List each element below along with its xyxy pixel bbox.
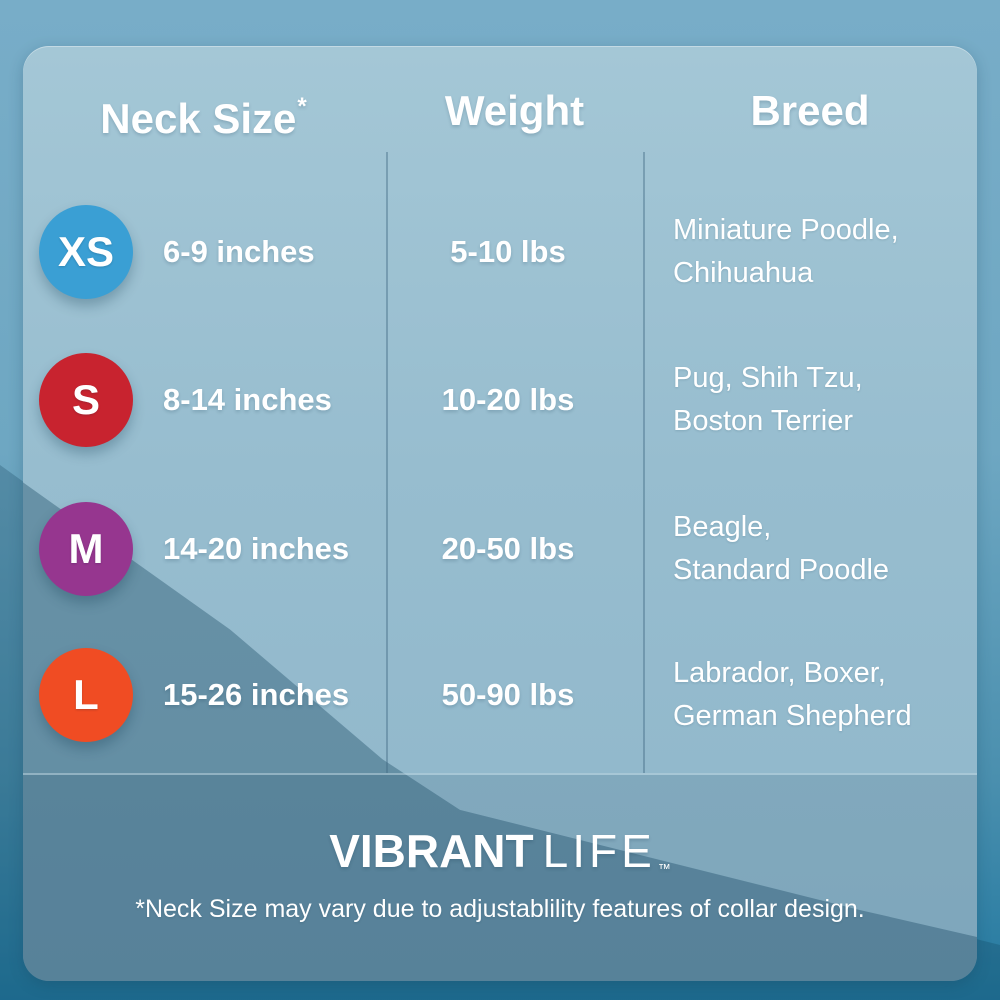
size-chart-content: Neck Size* Weight Breed XS 6-9 inches 5-… [23, 46, 977, 981]
column-header-breed: Breed [750, 87, 870, 134]
neck-size-value: 8-14 inches [163, 382, 332, 417]
size-chart-panel: Neck Size* Weight Breed XS 6-9 inches 5-… [23, 46, 977, 981]
column-divider-2 [643, 152, 645, 773]
breed-line-1: Beagle, [673, 511, 772, 543]
weight-value: 50-90 lbs [441, 677, 575, 712]
table-row-xs: XS 6-9 inches 5-10 lbs Miniature Poodle,… [23, 192, 977, 312]
column-header-weight: Weight [444, 87, 585, 134]
breed-value: Beagle, Standard Poodle [673, 489, 889, 609]
breed-value: Pug, Shih Tzu, Boston Terrier [673, 340, 863, 460]
vibrant-life-logo: VIBRANT LIFE ™ [23, 824, 977, 880]
breed-line-2: Boston Terrier [673, 405, 853, 437]
size-badge-s: S [39, 353, 133, 447]
size-badge-l: L [39, 648, 133, 742]
footer-shade [23, 773, 977, 981]
breed-value: Labrador, Boxer, German Shepherd [673, 635, 912, 755]
breed-line-2: Standard Poodle [673, 554, 890, 586]
breed-line-1: Labrador, Boxer, [673, 657, 886, 689]
neck-size-value: 14-20 inches [163, 531, 350, 566]
brand-name-bold: VIBRANT [329, 825, 534, 877]
table-row-l: L 15-26 inches 50-90 lbs Labrador, Boxer… [23, 635, 977, 755]
column-header-neck-size: Neck Size* [23, 86, 383, 142]
footer-divider [23, 773, 977, 775]
neck-size-footnote: *Neck Size may vary due to adjustablilit… [135, 895, 865, 923]
size-badge-m: M [39, 502, 133, 596]
neck-size-asterisk: * [297, 93, 307, 120]
breed-line-1: Miniature Poodle, [673, 214, 899, 246]
breed-line-1: Pug, Shih Tzu, [673, 362, 863, 394]
size-badge-xs: XS [39, 205, 133, 299]
table-row-m: M 14-20 inches 20-50 lbs Beagle, Standar… [23, 489, 977, 609]
table-row-s: S 8-14 inches 10-20 lbs Pug, Shih Tzu, B… [23, 340, 977, 460]
breed-line-2: German Shepherd [673, 700, 912, 732]
brand-name-light: LIFE [542, 825, 656, 877]
column-divider-1 [386, 152, 388, 773]
neck-size-value: 15-26 inches [163, 677, 350, 712]
breed-line-2: Chihuahua [673, 257, 814, 289]
neck-size-value: 6-9 inches [163, 234, 315, 269]
weight-value: 20-50 lbs [441, 531, 575, 566]
trademark-symbol: ™ [657, 861, 671, 876]
weight-value: 5-10 lbs [450, 234, 566, 269]
breed-value: Miniature Poodle, Chihuahua [673, 192, 899, 312]
neck-size-label: Neck Size [100, 95, 297, 142]
weight-value: 10-20 lbs [441, 382, 575, 417]
